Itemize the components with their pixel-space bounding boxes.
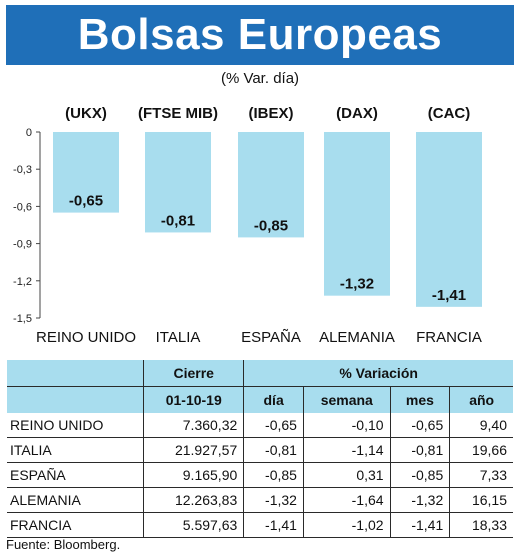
category-label: FRANCIA [416,329,482,346]
header-variacion: % Variación [243,360,513,387]
cell-semana: -0,10 [302,413,391,438]
table-row: ITALIA 21.927,57 -0,81 -1,14 -0,81 19,66 [7,437,513,463]
cell-mes: -0,81 [389,437,450,463]
value-label: -1,32 [340,276,374,293]
cell-cierre: 9.165,90 [143,462,244,488]
cell-cierre: 7.360,32 [143,413,244,438]
table-row: REINO UNIDO 7.360,32 -0,65 -0,10 -0,65 9,40 [7,413,513,438]
table-corner [7,360,144,387]
quotes-table: Cierre % Variación 01-10-19 día semana m… [7,360,513,538]
cell-cierre: 12.263,83 [143,487,244,513]
category-label: ALEMANIA [319,329,395,346]
header-ano: año [449,386,513,413]
cell-ano: 16,15 [449,487,513,513]
y-tick-label: 0 [26,127,32,139]
cell-mes: -1,32 [389,487,450,513]
cell-name: ESPAÑA [7,462,144,488]
cell-mes: -1,41 [389,512,450,538]
y-tick-label: -1,5 [13,313,32,325]
header-semana: semana [302,386,391,413]
table-corner-2 [7,386,144,413]
series-code-label: (CAC) [428,105,471,122]
cell-name: FRANCIA [7,512,144,538]
cell-semana: 0,31 [302,462,391,488]
chart-subtitle: (% Var. día) [220,70,300,87]
series-code-label: (FTSE MIB) [138,105,218,122]
series-code-label: (IBEX) [249,105,294,122]
cell-cierre: 5.597,63 [143,512,244,538]
bar [324,132,390,296]
bar [416,132,482,307]
value-label: -1,41 [432,287,466,304]
bar-chart: 0 -0,3 -0,6 -0,9 -1,2 -1,5 (UKX) -0,65 REINO UNI… [13,105,482,346]
cell-name: ITALIA [7,437,144,463]
cell-dia: -1,41 [243,512,304,538]
cell-ano: 19,66 [449,437,513,463]
series-code-label: (DAX) [336,105,378,122]
cell-ano: 9,40 [449,413,513,438]
category-label: ITALIA [156,329,201,346]
cell-ano: 7,33 [449,462,513,488]
cell-mes: -0,85 [389,462,450,488]
title-banner: Bolsas Europeas [6,5,514,65]
category-label: REINO UNIDO [36,329,136,346]
cell-semana: -1,02 [302,512,391,538]
source-note: Fuente: Bloomberg. [6,537,121,552]
bar [145,132,211,233]
bar [238,132,304,238]
header-date: 01-10-19 [143,386,244,413]
cell-ano: 18,33 [449,512,513,538]
header-cierre: Cierre [143,360,244,387]
cell-cierre: 21.927,57 [143,437,244,463]
cell-dia: -1,32 [243,487,304,513]
table-row: FRANCIA 5.597,63 -1,41 -1,02 -1,41 18,33 [7,512,513,538]
cell-dia: -0,85 [243,462,304,488]
series-code-label: (UKX) [65,105,107,122]
y-tick-label: -0,6 [13,201,32,213]
y-tick-label: -1,2 [13,276,32,288]
page-title: Bolsas Europeas [77,10,443,59]
value-label: -0,85 [254,217,288,234]
header-mes: mes [389,386,450,413]
y-tick-label: -0,3 [13,164,32,176]
cell-name: REINO UNIDO [7,413,144,438]
cell-semana: -1,14 [302,437,391,463]
bar [53,132,119,213]
header-dia: día [243,386,304,413]
y-tick-label: -0,9 [13,239,32,251]
cell-mes: -0,65 [389,413,450,438]
cell-semana: -1,64 [302,487,391,513]
cell-dia: -0,65 [243,413,304,438]
cell-name: ALEMANIA [7,487,144,513]
value-label: -0,81 [161,212,195,229]
cell-dia: -0,81 [243,437,304,463]
table-row: ALEMANIA 12.263,83 -1,32 -1,64 -1,32 16,15 [7,487,513,513]
category-label: ESPAÑA [241,329,301,346]
table-body: REINO UNIDO 7.360,32 -0,65 -0,10 -0,65 9,40 IT… [7,413,513,538]
table-row: ESPAÑA 9.165,90 -0,85 0,31 -0,85 7,33 [7,462,513,488]
value-label: -0,65 [69,193,103,210]
